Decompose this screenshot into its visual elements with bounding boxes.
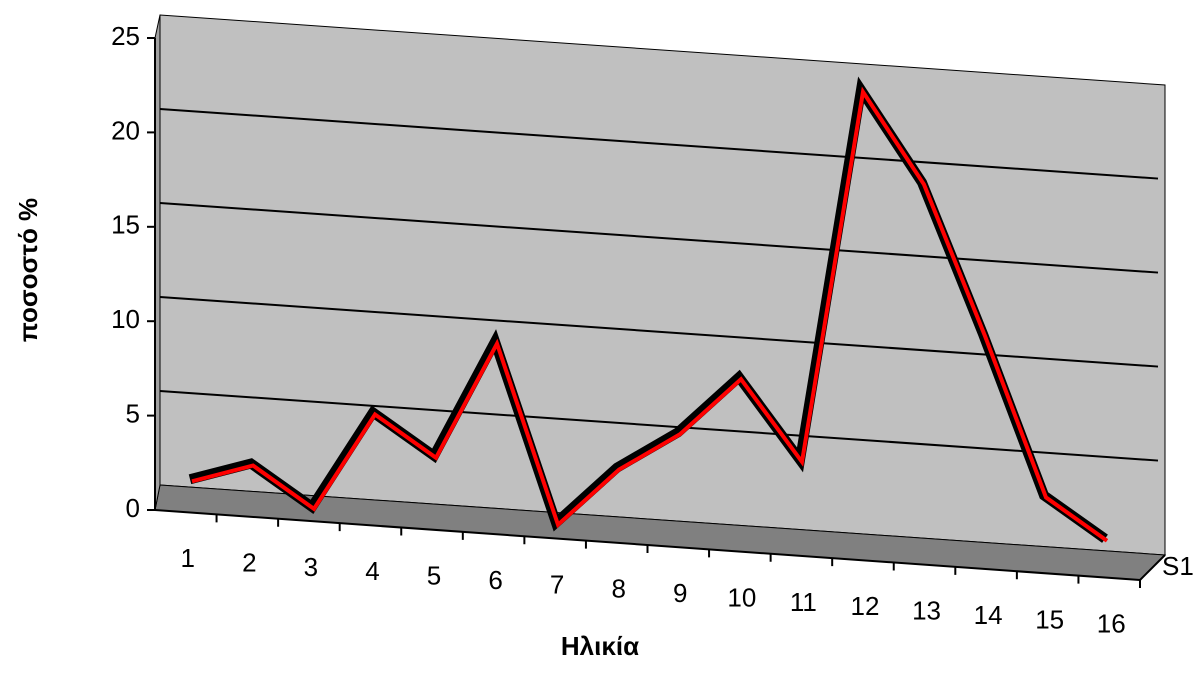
back-wall xyxy=(159,14,1166,556)
x-tick-label: 6 xyxy=(488,565,502,595)
y-tick-label: 0 xyxy=(126,493,140,523)
x-tick-label: 10 xyxy=(727,582,756,612)
x-tick-label: 1 xyxy=(181,543,195,573)
y-tick-label: 15 xyxy=(111,210,140,240)
x-tick-label: 3 xyxy=(304,552,318,582)
x-tick-label: 7 xyxy=(550,569,564,599)
x-tick-label: 11 xyxy=(790,587,817,617)
x-tick-label: 12 xyxy=(851,591,880,621)
series-label: S1 xyxy=(1162,551,1194,581)
depth-tick xyxy=(1139,554,1166,581)
y-tick-label: 25 xyxy=(111,21,140,51)
y-tick-label: 5 xyxy=(126,398,140,428)
y-axis-title: ποσοστό % xyxy=(13,198,43,342)
x-axis-title: Ηλικία xyxy=(561,631,639,661)
x-tick-label: 5 xyxy=(427,561,441,591)
x-tick-label: 4 xyxy=(365,556,379,586)
x-tick-label: 2 xyxy=(242,547,256,577)
x-tick-label: 8 xyxy=(611,574,625,604)
x-tick-label: 15 xyxy=(1035,604,1064,634)
x-tick-label: 16 xyxy=(1097,609,1126,639)
grid-line xyxy=(159,390,1159,462)
y-tick-label: 10 xyxy=(111,304,140,334)
grid-line xyxy=(159,202,1159,274)
x-tick-label: 13 xyxy=(912,596,941,626)
series-line xyxy=(191,86,1109,543)
grid-line xyxy=(159,108,1159,180)
y-tick-label: 20 xyxy=(111,115,140,145)
x-tick-label: 14 xyxy=(974,600,1003,630)
x-tick-label: 9 xyxy=(673,578,687,608)
